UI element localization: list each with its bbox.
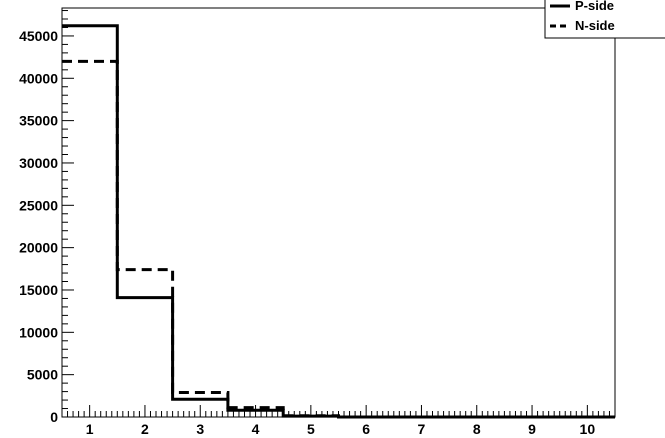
x-tick-label: 4	[252, 421, 260, 437]
y-tick-label: 10000	[19, 324, 58, 340]
series-n-side-line	[62, 59, 615, 419]
y-tick-label: 40000	[19, 70, 58, 86]
plot-frame	[61, 7, 616, 418]
legend-label-p-side: P-side	[575, 0, 614, 13]
x-tick-label: 5	[307, 421, 315, 437]
x-tick-label: 1	[86, 421, 94, 437]
x-tick-label: 2	[141, 421, 149, 437]
y-tick-label: 30000	[19, 155, 58, 171]
x-tick-label: 9	[528, 421, 536, 437]
series-layer	[62, 24, 615, 419]
y-tick-label: 45000	[19, 28, 58, 44]
legend: P-side N-side	[544, 0, 665, 39]
series-p-side-line	[62, 24, 615, 419]
y-tick-label: 20000	[19, 240, 58, 256]
x-axis-ticks: 1 2 3 4 5 6 7 8 9 10	[61, 405, 616, 437]
x-tick-label: 3	[196, 421, 204, 437]
y-axis-ticks: 0 5000 10000 15000 20000 25000 30000 35000 40000…	[19, 10, 74, 425]
y-tick-label: 5000	[27, 367, 58, 383]
y-tick-label: 35000	[19, 113, 58, 129]
x-tick-label: 8	[473, 421, 481, 437]
x-tick-label: 10	[580, 421, 596, 437]
y-tick-label: 15000	[19, 282, 58, 298]
y-tick-label: 0	[50, 409, 58, 425]
x-tick-label: 7	[418, 421, 426, 437]
y-tick-label: 25000	[19, 197, 58, 213]
legend-label-n-side: N-side	[575, 18, 615, 33]
x-tick-label: 6	[362, 421, 370, 437]
